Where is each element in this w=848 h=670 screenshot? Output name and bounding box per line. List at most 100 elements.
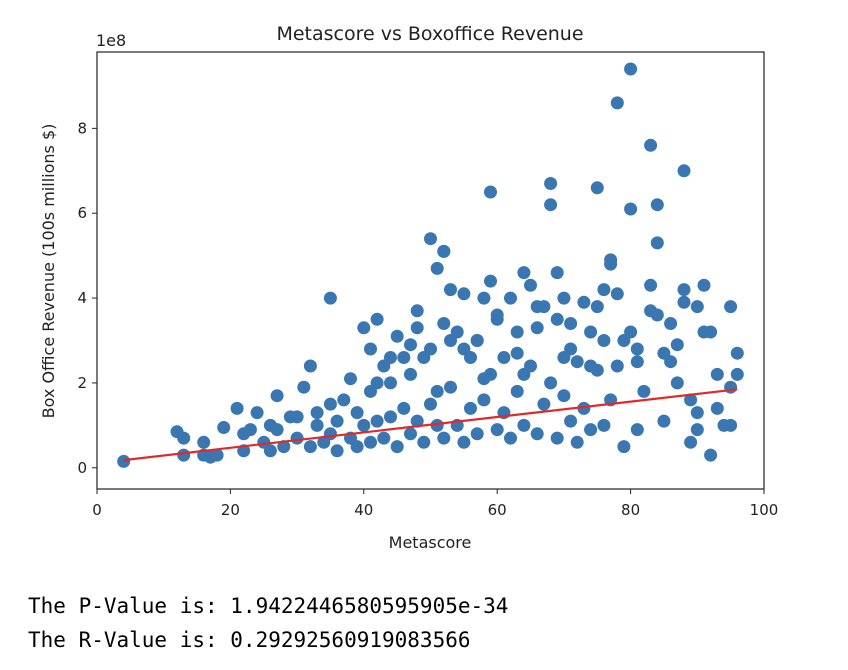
data-point xyxy=(557,351,571,364)
data-point xyxy=(610,359,624,373)
data-point xyxy=(243,423,257,437)
data-point xyxy=(617,440,631,454)
data-point xyxy=(664,355,678,369)
data-point xyxy=(730,346,744,360)
data-point xyxy=(277,440,291,454)
x-tick-label: 100 xyxy=(750,501,779,519)
data-point xyxy=(677,283,691,297)
x-tick-label: 20 xyxy=(221,501,240,519)
y-axis-ticks: 0 2 4 6 8 xyxy=(77,119,97,477)
data-point xyxy=(557,291,571,305)
data-point xyxy=(384,351,397,364)
data-point xyxy=(637,384,651,398)
data-point xyxy=(270,389,284,403)
data-point xyxy=(644,138,658,152)
data-point xyxy=(323,397,337,411)
data-point xyxy=(584,325,598,339)
data-point xyxy=(310,406,324,420)
data-point xyxy=(724,300,738,314)
y-tick-label: 2 xyxy=(77,374,87,392)
data-point xyxy=(677,164,691,178)
y-tick-label: 8 xyxy=(77,119,87,137)
data-point xyxy=(577,401,591,415)
data-point xyxy=(704,448,718,462)
chart-title: Metascore vs Boxoffice Revenue xyxy=(276,23,583,45)
data-point xyxy=(590,181,604,195)
x-axis-ticks: 0 20 40 60 80 100 xyxy=(92,489,778,519)
data-point xyxy=(484,274,497,288)
data-point xyxy=(464,351,477,364)
data-point xyxy=(690,423,704,437)
regression-line xyxy=(123,388,738,462)
y-axis-offset-label: 1e8 xyxy=(96,31,126,50)
data-point xyxy=(370,312,384,326)
data-point xyxy=(424,397,437,411)
data-point xyxy=(177,431,191,445)
data-point xyxy=(504,431,517,445)
data-point xyxy=(544,198,558,212)
data-point xyxy=(650,308,664,322)
data-point xyxy=(177,448,191,462)
data-point xyxy=(624,202,638,216)
data-point xyxy=(263,418,277,432)
regression-line-segment xyxy=(123,388,738,462)
data-point xyxy=(557,389,571,403)
data-point xyxy=(610,287,624,301)
data-point xyxy=(444,283,457,297)
data-point xyxy=(697,278,711,292)
data-point xyxy=(217,421,231,434)
data-point xyxy=(544,177,558,190)
data-point xyxy=(710,401,724,415)
data-point xyxy=(437,317,451,330)
data-point xyxy=(590,300,604,314)
data-point xyxy=(517,418,531,432)
data-point xyxy=(604,253,618,267)
data-point xyxy=(290,431,304,445)
data-point xyxy=(337,393,351,407)
data-point xyxy=(410,414,424,428)
data-point xyxy=(490,423,504,437)
data-point xyxy=(404,427,417,441)
data-point xyxy=(357,321,371,335)
data-point xyxy=(597,283,611,297)
data-point xyxy=(730,367,744,381)
data-point xyxy=(697,325,711,339)
data-point xyxy=(457,435,471,449)
data-point xyxy=(550,431,564,445)
data-point xyxy=(624,325,638,339)
data-point xyxy=(357,418,371,432)
data-point xyxy=(364,435,377,449)
data-point xyxy=(364,342,377,356)
data-point xyxy=(570,355,584,369)
data-point xyxy=(210,448,224,462)
data-point xyxy=(477,291,491,305)
scatter-points xyxy=(117,62,744,468)
y-tick-label: 0 xyxy=(77,459,87,477)
data-point xyxy=(564,317,578,330)
data-point xyxy=(584,359,598,373)
data-point xyxy=(597,334,611,347)
x-tick-label: 80 xyxy=(621,501,640,519)
data-point xyxy=(430,261,444,275)
scatter-chart: Metascore vs Boxoffice Revenue 1e8 0 20 40… xyxy=(39,23,778,552)
data-point xyxy=(330,444,344,458)
data-point xyxy=(584,423,598,437)
data-point xyxy=(350,440,364,454)
data-point xyxy=(370,414,384,428)
plot-frame xyxy=(96,51,765,490)
data-point xyxy=(370,376,384,390)
data-point xyxy=(670,376,684,390)
data-point xyxy=(350,406,364,420)
data-point xyxy=(490,308,504,322)
data-point xyxy=(510,346,524,360)
data-point xyxy=(510,325,524,339)
data-point xyxy=(464,401,477,415)
data-point xyxy=(197,435,211,449)
x-tick-label: 60 xyxy=(488,501,507,519)
data-point xyxy=(437,431,451,445)
data-point xyxy=(430,384,444,398)
data-point xyxy=(330,414,344,428)
data-point xyxy=(630,355,644,369)
data-point xyxy=(470,427,484,441)
data-point xyxy=(524,278,537,292)
